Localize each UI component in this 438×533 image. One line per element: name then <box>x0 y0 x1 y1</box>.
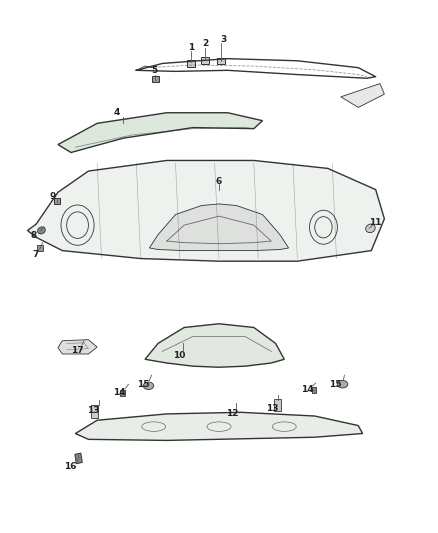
Bar <box>201 57 209 64</box>
Ellipse shape <box>38 227 45 234</box>
Text: 9: 9 <box>49 192 56 201</box>
Polygon shape <box>145 324 284 367</box>
Text: 13: 13 <box>87 406 99 415</box>
Bar <box>312 387 316 393</box>
Text: 4: 4 <box>113 108 120 117</box>
Ellipse shape <box>143 382 154 390</box>
Text: 12: 12 <box>226 409 238 418</box>
Text: 14: 14 <box>301 385 314 394</box>
Text: 11: 11 <box>368 218 381 227</box>
Text: 6: 6 <box>216 177 222 186</box>
Polygon shape <box>28 160 385 261</box>
Bar <box>274 399 281 411</box>
Bar <box>120 390 124 396</box>
Bar <box>152 76 159 82</box>
Bar <box>92 405 99 418</box>
Polygon shape <box>341 84 385 108</box>
Ellipse shape <box>366 224 375 232</box>
Text: 13: 13 <box>266 404 278 413</box>
Text: 1: 1 <box>187 43 194 52</box>
Polygon shape <box>149 204 289 251</box>
Text: 15: 15 <box>329 379 342 389</box>
Text: 14: 14 <box>113 387 126 397</box>
Bar <box>217 58 225 64</box>
Text: 5: 5 <box>152 66 158 75</box>
Ellipse shape <box>337 381 348 388</box>
Bar <box>53 198 60 204</box>
Polygon shape <box>75 413 363 440</box>
Text: 10: 10 <box>173 351 185 360</box>
Bar <box>75 453 82 464</box>
Text: 8: 8 <box>31 231 37 240</box>
Text: 16: 16 <box>64 463 76 471</box>
Bar <box>37 245 43 251</box>
Text: 17: 17 <box>71 346 83 355</box>
Text: 2: 2 <box>202 39 208 49</box>
Text: 7: 7 <box>32 250 39 259</box>
Text: 15: 15 <box>137 379 149 389</box>
Text: 3: 3 <box>220 35 226 44</box>
Polygon shape <box>58 340 97 354</box>
Bar <box>187 60 194 67</box>
Polygon shape <box>58 113 262 152</box>
